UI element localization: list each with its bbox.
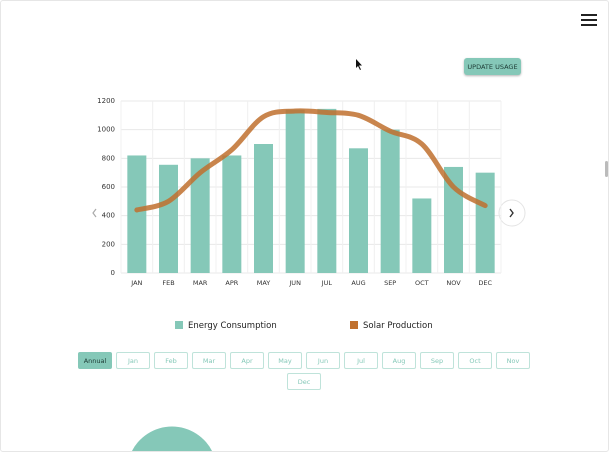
prev-arrow[interactable] bbox=[92, 208, 97, 218]
bar bbox=[349, 148, 368, 273]
month-tab[interactable]: Feb bbox=[154, 352, 188, 369]
update-usage-button[interactable]: UPDATE USAGE bbox=[464, 58, 521, 75]
legend-label: Energy Consumption bbox=[188, 321, 277, 331]
month-tab[interactable]: May bbox=[268, 352, 302, 369]
x-tick-label: JUN bbox=[288, 279, 301, 287]
y-tick-label: 400 bbox=[102, 212, 115, 220]
month-tab[interactable]: Mar bbox=[192, 352, 226, 369]
x-tick-label: AUG bbox=[351, 279, 365, 287]
legend-swatch bbox=[175, 321, 183, 329]
cursor bbox=[356, 59, 362, 70]
x-tick-label: JAN bbox=[130, 279, 142, 287]
month-tab[interactable]: Nov bbox=[496, 352, 530, 369]
line bbox=[134, 108, 488, 213]
y-tick-label: 0 bbox=[111, 269, 115, 277]
month-tab[interactable]: Jul bbox=[344, 352, 378, 369]
month-tabs: Annual Jan Feb Mar Apr May Jun Jul Aug Sep Oct Nov D… bbox=[75, 352, 533, 390]
month-tab[interactable]: Oct bbox=[458, 352, 492, 369]
bar bbox=[285, 109, 305, 273]
donut-chart-partial bbox=[132, 426, 212, 451]
month-tab[interactable]: Annual bbox=[78, 352, 112, 369]
month-tab[interactable]: Aug bbox=[382, 352, 416, 369]
bar bbox=[159, 164, 178, 273]
x-tick-label: DEC bbox=[478, 279, 492, 287]
x-tick-label: NOV bbox=[446, 279, 461, 287]
x-tick-label: MAR bbox=[193, 279, 208, 287]
bar bbox=[412, 198, 432, 273]
month-tab[interactable]: Jun bbox=[306, 352, 340, 369]
bar bbox=[222, 155, 242, 273]
x-tick-label: OCT bbox=[415, 279, 429, 287]
x-tick-label: FEB bbox=[162, 279, 174, 287]
bar bbox=[475, 172, 495, 273]
legend-swatch bbox=[350, 321, 358, 329]
scrollbar bbox=[605, 161, 608, 177]
legend-label: Solar Production bbox=[363, 321, 433, 331]
bar bbox=[317, 108, 337, 273]
month-tab[interactable]: Sep bbox=[420, 352, 454, 369]
y-tick-label: 600 bbox=[102, 183, 115, 191]
menu-icon[interactable] bbox=[581, 14, 597, 26]
month-tab[interactable]: Dec bbox=[287, 373, 321, 390]
y-tick-label: 200 bbox=[102, 240, 115, 248]
month-tab[interactable]: Jan bbox=[116, 352, 150, 369]
y-tick-label: 1000 bbox=[97, 126, 115, 134]
x-tick-label: SEP bbox=[384, 279, 396, 287]
bar bbox=[380, 129, 400, 273]
bar bbox=[254, 144, 273, 273]
y-tick-label: 1200 bbox=[97, 97, 115, 105]
bar bbox=[190, 158, 210, 273]
x-tick-label: APR bbox=[225, 279, 238, 287]
bar bbox=[127, 155, 147, 273]
month-tab[interactable]: Apr bbox=[230, 352, 264, 369]
next-button[interactable] bbox=[498, 199, 526, 227]
x-tick-label: MAY bbox=[257, 279, 271, 287]
x-tick-label: JUL bbox=[321, 279, 333, 287]
y-tick-label: 800 bbox=[102, 154, 115, 162]
